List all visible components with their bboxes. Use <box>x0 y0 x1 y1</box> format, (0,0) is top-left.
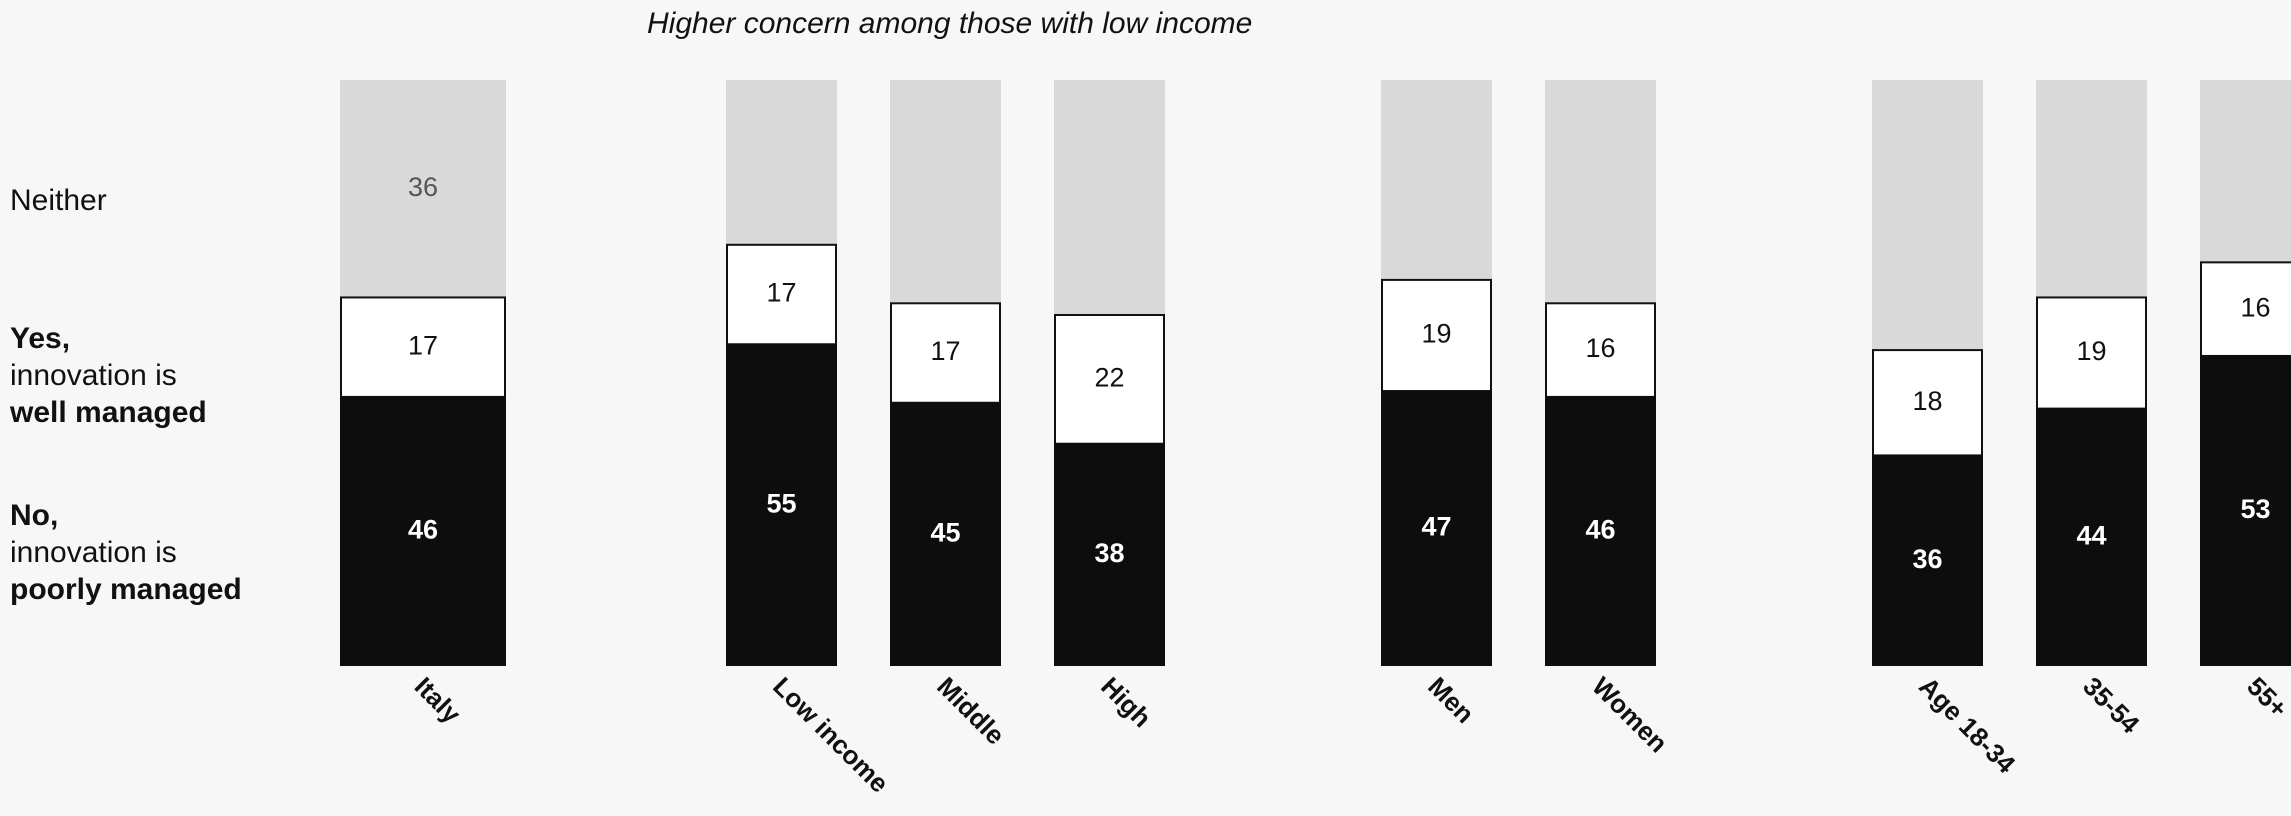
bar-neither-segment <box>726 80 837 245</box>
bar-yes-value-label: 17 <box>930 336 960 366</box>
bar-no-segment <box>890 402 1001 666</box>
bar-neither-segment <box>1054 80 1165 315</box>
bar-yes-segment <box>1054 314 1165 445</box>
bar-no-value-label: 46 <box>408 515 438 545</box>
legend-neither: Neither <box>10 184 107 217</box>
bar-yes-segment <box>340 296 506 398</box>
legend-yes-line2: innovation is <box>10 359 177 392</box>
bar-no-segment <box>1545 396 1656 666</box>
legend-no-line2: innovation is <box>10 536 177 569</box>
chart-subtitle: Higher concern among those with low inco… <box>647 7 1253 40</box>
bar-neither-segment <box>1381 80 1492 280</box>
bar-no-segment <box>1872 455 1983 666</box>
bar-no-value-label: 36 <box>1912 544 1942 574</box>
legend-no-line1: No, <box>10 499 59 532</box>
category-tick-label: Middle <box>931 671 1010 750</box>
bar-neither-segment <box>2200 80 2291 263</box>
bar-no-value-label: 55 <box>766 488 796 518</box>
bar-no-segment <box>2036 408 2147 666</box>
category-tick-label: Low income <box>767 671 894 798</box>
bar-yes-value-label: 19 <box>2076 336 2106 366</box>
bar-no-value-label: 44 <box>2076 520 2106 550</box>
category-tick-label: Women <box>1586 671 1673 758</box>
bar-yes-segment <box>726 243 837 346</box>
bar-yes-value-label: 19 <box>1421 319 1451 349</box>
bar-no-segment <box>726 344 837 666</box>
bar-no-value-label: 38 <box>1094 538 1124 568</box>
bar-neither-segment <box>1545 80 1656 304</box>
bar-no-segment <box>2200 355 2291 666</box>
bar-neither-segment <box>890 80 1001 304</box>
bar-no-segment <box>340 396 506 666</box>
bar-yes-segment <box>1381 278 1492 393</box>
category-tick-label: Men <box>1422 671 1480 729</box>
legend-yes-line1: Yes, <box>10 322 71 355</box>
bar-yes-value-label: 17 <box>766 278 796 308</box>
category-tick-label: Age 18-34 <box>1913 671 2021 779</box>
bar-yes-value-label: 18 <box>1912 386 1942 416</box>
bar-yes-value-label: 16 <box>1585 333 1615 363</box>
bar-neither-segment <box>2036 80 2147 298</box>
bar-neither-value-label: 36 <box>408 172 438 202</box>
bar-yes-segment <box>2036 296 2147 410</box>
category-tick-label: 55+ <box>2241 671 2291 723</box>
bar-no-value-label: 45 <box>930 518 960 548</box>
bar-yes-segment <box>1872 349 1983 457</box>
bar-no-segment <box>1054 443 1165 666</box>
bar-yes-segment <box>1545 302 1656 398</box>
legend-no: No, innovation is poorly managed <box>10 497 242 608</box>
bar-no-value-label: 53 <box>2240 494 2270 524</box>
bar-no-value-label: 46 <box>1585 515 1615 545</box>
category-tick-label: High <box>1095 671 1157 733</box>
bar-yes-value-label: 17 <box>408 330 438 360</box>
legend-yes: Yes, innovation is well managed <box>10 320 207 431</box>
legend-no-line3: poorly managed <box>10 573 242 606</box>
legend-yes-line3: well managed <box>10 396 207 429</box>
bar-yes-value-label: 16 <box>2240 292 2270 322</box>
bar-no-value-label: 47 <box>1421 512 1451 542</box>
category-tick-label: 35-54 <box>2077 671 2146 740</box>
bar-no-segment <box>1381 391 1492 666</box>
bar-yes-segment <box>2200 261 2291 357</box>
category-tick-label: Italy <box>409 671 467 729</box>
bar-neither-segment <box>1872 80 1983 351</box>
bar-neither-segment <box>340 80 506 298</box>
bar-yes-value-label: 22 <box>1094 362 1124 392</box>
